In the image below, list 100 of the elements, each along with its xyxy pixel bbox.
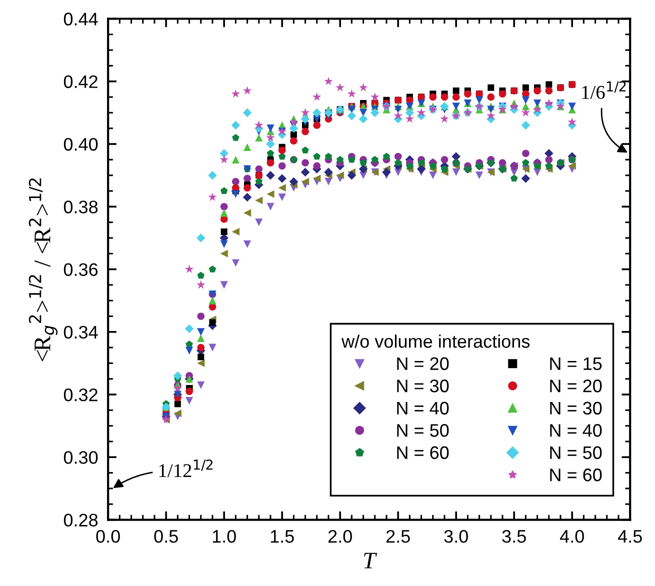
point <box>545 162 553 170</box>
point <box>568 162 576 170</box>
point <box>266 140 275 148</box>
point <box>266 124 274 132</box>
point <box>173 384 182 392</box>
point <box>313 174 321 182</box>
point <box>302 128 309 136</box>
point <box>429 162 437 170</box>
point <box>360 158 367 166</box>
point <box>568 117 577 126</box>
legend-label: N = 20 <box>397 357 449 370</box>
y-tick-label: 0.34 <box>64 326 98 339</box>
y-tick-label: 0.38 <box>64 200 98 214</box>
legend-label: N = 30 <box>550 402 602 415</box>
point <box>324 168 333 177</box>
point <box>475 172 484 180</box>
y-tick-label: 0.30 <box>64 451 98 464</box>
point <box>232 259 240 267</box>
point <box>290 137 298 145</box>
point <box>300 168 310 177</box>
point <box>394 158 402 166</box>
point <box>266 190 274 198</box>
point <box>266 202 274 210</box>
point <box>416 108 426 116</box>
point <box>313 152 321 160</box>
point <box>266 170 275 180</box>
point <box>510 174 518 182</box>
point <box>487 93 495 101</box>
point <box>174 400 181 408</box>
point <box>254 120 264 129</box>
point <box>394 111 403 120</box>
point <box>220 202 228 210</box>
point <box>185 346 194 354</box>
point <box>371 156 379 163</box>
point <box>255 165 263 173</box>
point <box>370 92 380 101</box>
point <box>532 104 542 114</box>
point <box>336 82 345 92</box>
point <box>231 120 240 130</box>
point <box>545 87 553 94</box>
point <box>278 184 286 192</box>
x-tick-label: 3.0 <box>444 530 468 543</box>
x-tick-label: 4.5 <box>618 530 642 543</box>
point <box>231 89 240 98</box>
point <box>220 281 228 289</box>
point <box>358 82 368 92</box>
point <box>255 134 263 142</box>
point <box>486 111 496 120</box>
y-tick-label: 0.36 <box>64 263 98 276</box>
point <box>545 156 553 164</box>
point <box>405 114 414 123</box>
point <box>324 178 332 186</box>
point <box>220 240 228 248</box>
point <box>405 108 414 118</box>
y-tick-label: 0.32 <box>64 388 98 402</box>
x-tick-label: 0.0 <box>96 530 120 543</box>
point <box>184 324 194 334</box>
point <box>220 149 228 158</box>
point <box>498 159 506 166</box>
annotation: 1/12$^{1/2}$ <box>159 460 212 478</box>
point <box>197 334 205 342</box>
text: <R$_{g}$$^{2}$>$^{1/2}$ / <R$^{2}$>$^{1/2}$ <box>28 178 58 362</box>
point <box>324 152 332 160</box>
point <box>418 158 425 166</box>
legend-label: N = 40 <box>550 424 602 437</box>
point <box>186 340 193 348</box>
point <box>289 124 298 133</box>
point <box>546 81 552 88</box>
legend-title: w/o volume interactions <box>342 334 530 348</box>
legend-label: N = 30 <box>397 380 449 392</box>
point <box>521 120 530 130</box>
point <box>534 99 542 108</box>
point <box>197 272 204 279</box>
point <box>440 156 448 164</box>
point <box>464 90 472 98</box>
point <box>313 162 321 170</box>
point <box>522 96 530 104</box>
point <box>197 381 205 389</box>
point <box>522 84 529 91</box>
point <box>197 344 205 352</box>
point <box>300 108 310 116</box>
point <box>266 150 274 156</box>
legend-label: N = 60 <box>397 446 449 460</box>
point <box>488 84 494 91</box>
legend-label: N = 40 <box>397 402 449 415</box>
point <box>521 174 530 183</box>
point <box>232 156 240 164</box>
point <box>186 388 193 396</box>
point <box>243 209 252 217</box>
point <box>452 168 460 176</box>
point <box>290 131 297 138</box>
point <box>358 114 368 124</box>
x-tick-label: 0.5 <box>154 530 178 543</box>
point <box>475 96 484 104</box>
point <box>242 192 252 202</box>
point <box>416 164 426 174</box>
annotation: 1/6$^{1/2}$ <box>582 81 626 99</box>
point <box>406 162 414 170</box>
legend-label: N = 20 <box>550 380 602 392</box>
point <box>243 143 252 151</box>
